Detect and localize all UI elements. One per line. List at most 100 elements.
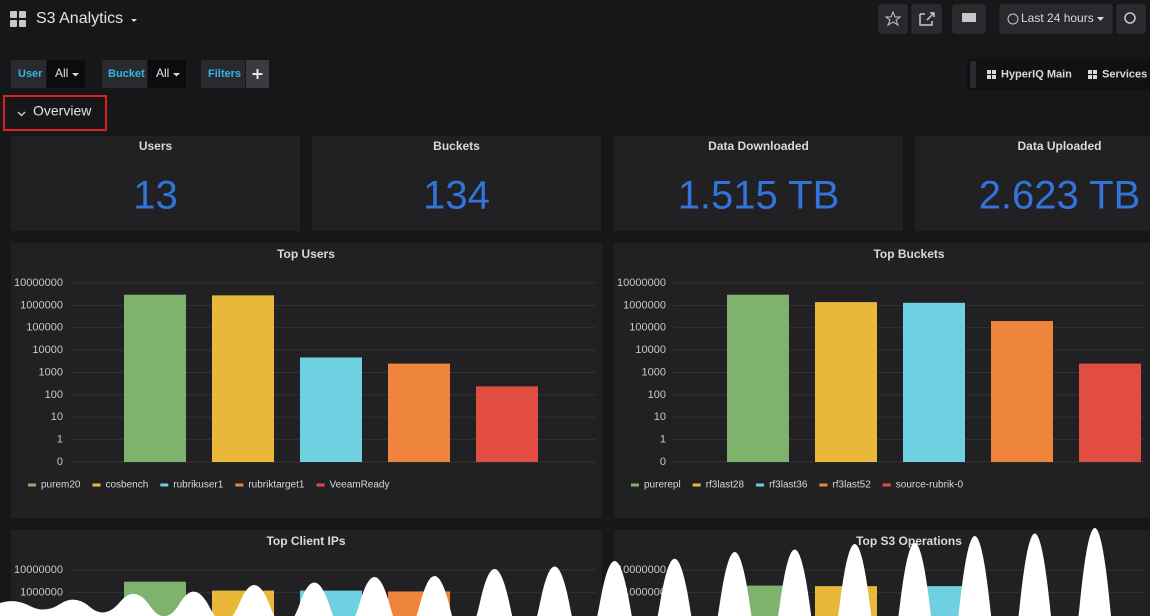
bar	[388, 363, 450, 462]
bar	[212, 295, 274, 462]
stat-panel	[915, 136, 1150, 231]
star-button[interactable]	[878, 4, 908, 34]
legend-label[interactable]: rf3last36	[769, 480, 808, 491]
link-icon	[1088, 70, 1097, 79]
caret	[1097, 17, 1104, 21]
variable-label-box	[102, 60, 147, 88]
dashboard-link[interactable]: Services	[1102, 68, 1147, 80]
y-tick-label: 1000000	[20, 586, 63, 598]
link-icon	[987, 70, 996, 79]
y-tick-label: 1000	[642, 366, 666, 378]
legend-label[interactable]: VeeamReady	[329, 480, 389, 491]
chart-title: Top Users	[277, 247, 335, 261]
stat-value: 2.623 TB	[979, 174, 1141, 218]
stat-panel	[11, 136, 300, 231]
star-icon	[884, 10, 902, 27]
legend-label[interactable]: cosbench	[105, 480, 148, 491]
legend-swatch	[756, 483, 765, 487]
variable-value: All	[55, 66, 68, 80]
legend-label[interactable]: purerepl	[644, 480, 681, 491]
stat-value: 13	[133, 174, 178, 218]
share-icon	[919, 12, 935, 26]
legend-swatch	[631, 483, 639, 487]
zoom-button[interactable]	[1116, 4, 1146, 34]
legend-swatch	[316, 483, 325, 487]
y-tick-label: 10000	[32, 344, 63, 356]
frame-edge	[1150, 0, 1157, 616]
legend-label[interactable]: purem20	[41, 480, 81, 491]
zoom-icon	[1124, 12, 1136, 24]
links-bar	[967, 59, 1150, 90]
torn-edge	[0, 528, 1157, 616]
variable-label: Filters	[208, 68, 241, 80]
y-tick-label: 1000	[39, 366, 63, 378]
y-tick-label: 10000	[635, 344, 666, 356]
y-tick-label: 1000000	[20, 299, 63, 311]
row-title[interactable]: Overview	[33, 103, 92, 119]
caret	[131, 19, 137, 22]
stat-title: Data Uploaded	[1017, 139, 1101, 153]
y-tick-label: 1000000	[623, 299, 666, 311]
y-tick-label: 1000000	[623, 586, 666, 598]
y-tick-label: 100	[45, 389, 63, 401]
y-tick-label: 10	[51, 411, 63, 423]
stat-panel	[312, 136, 601, 231]
y-tick-label: 0	[57, 456, 63, 468]
variable-select[interactable]	[148, 60, 186, 88]
panels: Users 13 Buckets 134 Data Downloaded 1.515 TB…	[11, 136, 1150, 616]
bar	[300, 357, 362, 462]
chart-title: Top Client IPs	[266, 534, 345, 548]
caret	[72, 73, 79, 77]
variable-value: All	[156, 66, 169, 80]
legend-swatch	[819, 483, 828, 487]
dashboard-link[interactable]: HyperIQ Main	[1001, 68, 1072, 80]
legend-swatch	[692, 483, 701, 487]
variable-select[interactable]	[47, 60, 85, 88]
stat-value: 1.515 TB	[678, 174, 840, 218]
clock-icon	[1007, 13, 1019, 25]
legend-swatch	[882, 483, 891, 487]
variable-label: Bucket	[108, 68, 145, 80]
legend-swatch	[92, 483, 101, 487]
stat-title: Users	[139, 139, 173, 153]
y-tick-label: 0	[660, 456, 666, 468]
links-separator	[970, 61, 976, 88]
stat-panel	[614, 136, 903, 231]
variable-label: User	[18, 68, 43, 80]
bar	[1079, 363, 1141, 462]
stat-title: Buckets	[433, 139, 480, 153]
variable-label-box	[11, 60, 46, 88]
legend-label[interactable]: rf3last28	[706, 480, 745, 491]
legend-label[interactable]: rf3last52	[832, 480, 871, 491]
bar	[727, 294, 789, 462]
y-tick-label: 10000000	[617, 277, 666, 289]
y-tick-label: 10	[654, 411, 666, 423]
dashboard-title[interactable]: S3 Analytics	[36, 10, 123, 27]
bar	[903, 302, 965, 462]
caret	[173, 73, 180, 77]
share-button[interactable]	[911, 4, 942, 34]
y-tick-label: 100000	[26, 322, 63, 334]
y-tick-label: 1	[660, 434, 666, 446]
legend-label[interactable]: source-rubrik-0	[896, 480, 964, 491]
chart-panel	[614, 243, 1150, 518]
bar	[991, 321, 1053, 462]
stat-title: Data Downloaded	[708, 139, 809, 153]
chart-panel	[614, 530, 1150, 616]
plus-icon	[252, 69, 263, 79]
bar	[815, 302, 877, 462]
legend-label[interactable]: rubriktarget1	[248, 480, 305, 491]
time-picker[interactable]	[999, 4, 1113, 34]
y-tick-label: 10000000	[617, 564, 666, 576]
legend-swatch	[28, 483, 36, 487]
y-tick-label: 10000000	[14, 277, 63, 289]
y-tick-label: 100000	[629, 322, 666, 334]
legend-label[interactable]: rubrikuser1	[173, 480, 223, 491]
y-tick-label: 1	[57, 434, 63, 446]
legend-swatch	[160, 483, 169, 487]
legend-swatch	[235, 483, 244, 487]
chevron	[17, 111, 26, 117]
y-tick-label: 10000000	[14, 564, 63, 576]
tv-icon	[962, 13, 976, 22]
